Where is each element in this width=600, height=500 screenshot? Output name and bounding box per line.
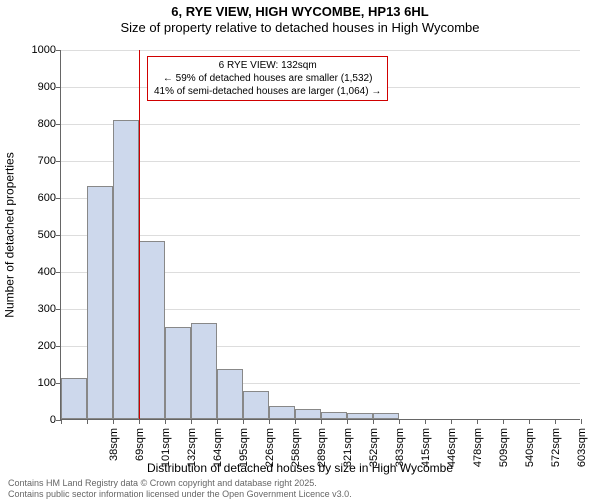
y-tick-label: 100 xyxy=(6,377,56,389)
y-tick-label: 600 xyxy=(6,192,56,204)
x-tick-mark xyxy=(165,419,166,424)
callout-box: 6 RYE VIEW: 132sqm← 59% of detached hous… xyxy=(147,56,388,101)
x-tick-mark xyxy=(113,419,114,424)
x-tick-mark xyxy=(61,419,62,424)
y-tick-label: 400 xyxy=(6,266,56,278)
y-tick-label: 500 xyxy=(6,229,56,241)
x-tick-mark xyxy=(503,419,504,424)
y-tick-label: 700 xyxy=(6,155,56,167)
callout-line-1: ← 59% of detached houses are smaller (1,… xyxy=(154,72,381,85)
x-tick-mark xyxy=(347,419,348,424)
y-tick-mark xyxy=(56,309,61,310)
histogram-bar xyxy=(113,120,139,419)
x-tick-mark xyxy=(321,419,322,424)
y-tick-label: 800 xyxy=(6,118,56,130)
chart-title: 6, RYE VIEW, HIGH WYCOMBE, HP13 6HL xyxy=(0,4,600,19)
y-tick-mark xyxy=(56,124,61,125)
histogram-bar xyxy=(165,327,191,420)
y-tick-label: 0 xyxy=(6,414,56,426)
histogram-bar xyxy=(61,378,87,419)
histogram-bar xyxy=(295,409,321,419)
x-tick-mark xyxy=(269,419,270,424)
histogram-bar xyxy=(243,391,269,419)
title-block: 6, RYE VIEW, HIGH WYCOMBE, HP13 6HL Size… xyxy=(0,0,600,35)
callout-title: 6 RYE VIEW: 132sqm xyxy=(154,59,381,72)
x-tick-mark xyxy=(425,419,426,424)
histogram-chart: 6, RYE VIEW, HIGH WYCOMBE, HP13 6HL Size… xyxy=(0,0,600,500)
footer-attribution: Contains HM Land Registry data © Crown c… xyxy=(8,478,352,500)
x-tick-mark xyxy=(399,419,400,424)
x-tick-mark xyxy=(555,419,556,424)
y-tick-mark xyxy=(56,198,61,199)
y-tick-mark xyxy=(56,272,61,273)
y-tick-mark xyxy=(56,235,61,236)
y-tick-label: 300 xyxy=(6,303,56,315)
histogram-bar xyxy=(191,323,217,419)
x-tick-mark xyxy=(191,419,192,424)
x-tick-mark xyxy=(295,419,296,424)
footer-line-2: Contains public sector information licen… xyxy=(8,489,352,500)
x-tick-mark xyxy=(139,419,140,424)
x-tick-mark xyxy=(87,419,88,424)
histogram-bar xyxy=(217,369,243,419)
x-tick-mark xyxy=(581,419,582,424)
y-tick-mark xyxy=(56,87,61,88)
histogram-bar xyxy=(139,241,165,419)
y-tick-mark xyxy=(56,50,61,51)
y-tick-label: 200 xyxy=(6,340,56,352)
x-tick-mark xyxy=(529,419,530,424)
y-tick-mark xyxy=(56,161,61,162)
x-tick-mark xyxy=(477,419,478,424)
x-tick-mark xyxy=(217,419,218,424)
x-tick-mark xyxy=(451,419,452,424)
y-tick-label: 1000 xyxy=(6,44,56,56)
histogram-bar xyxy=(347,413,373,419)
footer-line-1: Contains HM Land Registry data © Crown c… xyxy=(8,478,352,489)
chart-subtitle: Size of property relative to detached ho… xyxy=(0,20,600,35)
x-tick-mark xyxy=(243,419,244,424)
y-tick-mark xyxy=(56,346,61,347)
plot-area: 6 RYE VIEW: 132sqm← 59% of detached hous… xyxy=(60,50,580,420)
x-tick-mark xyxy=(373,419,374,424)
histogram-bar xyxy=(373,413,399,419)
y-tick-label: 900 xyxy=(6,81,56,93)
histogram-bar xyxy=(269,406,295,419)
histogram-bar xyxy=(321,412,347,419)
histogram-bar xyxy=(87,186,113,419)
reference-line xyxy=(139,50,140,419)
x-axis-label: Distribution of detached houses by size … xyxy=(0,461,600,475)
callout-line-2: 41% of semi-detached houses are larger (… xyxy=(154,85,381,98)
